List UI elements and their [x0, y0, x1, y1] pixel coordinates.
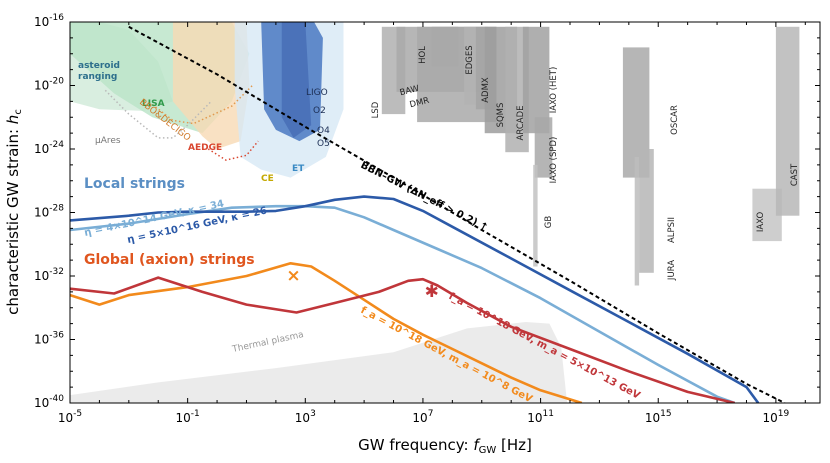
experiment-cast: [775, 26, 800, 216]
label-asteroid-ranging: asteroid: [78, 61, 120, 71]
label-experiment-dmr: DMR: [409, 96, 431, 111]
region-aedge: [172, 22, 250, 149]
label-local-strings: Local strings: [84, 176, 185, 192]
series-bbn-gw: [128, 25, 786, 403]
experiment-jura: [639, 149, 654, 273]
label-experiment-oscar: OSCAR: [670, 105, 680, 135]
label-experiment-baw: BAW: [399, 84, 421, 99]
experiment-alpsii: [634, 156, 640, 286]
label-ligo: LIGO: [306, 88, 328, 98]
label-aedge: AEDGE: [188, 143, 222, 153]
label-experiment-arcade: ARCADE: [516, 106, 526, 141]
region-ligo-o5: [281, 22, 312, 138]
marker-asterisk: ✱: [425, 282, 439, 302]
label-et: ET: [292, 164, 305, 174]
sensitivity-regions: [70, 22, 568, 403]
label-experiment-lsd: LSD: [371, 101, 381, 118]
label-ce: CE: [261, 174, 274, 184]
label-experiment-hol: HOL: [418, 46, 428, 64]
x-axis-label: GW frequency: fGW [Hz]: [358, 436, 532, 456]
label-asteroid-ranging-2: ranging: [78, 72, 117, 82]
label-experiment-sqms: SQMS: [496, 103, 506, 128]
y-axis-label: characteristic GW strain: hc: [4, 109, 24, 315]
region-thermal-plasma: [70, 322, 568, 403]
label-experiment-admx: ADMX: [481, 77, 491, 103]
experiment-edges: [464, 26, 476, 105]
series-f-a-10-18-gev-m-a-5-10-13-gev: [70, 276, 735, 403]
label-experiment-gb: GB: [544, 216, 554, 229]
series-5-10-16-gev-26: [70, 195, 760, 403]
label-muares: μAres: [95, 136, 121, 146]
haloscope-experiments: [381, 26, 800, 286]
spectra-curves: [70, 25, 786, 403]
peak-markers: ×✱: [286, 266, 439, 302]
label-experiment-iaxo: IAXO: [756, 212, 766, 233]
label-experiment-alpsii: ALPSII: [667, 217, 677, 243]
series-f-a-10-18-gev-m-a-10-8-gev: [70, 262, 583, 403]
series-4-10-14-gev-34: [70, 204, 736, 403]
label-experiment-iaxo-het: IAXO (HET): [549, 67, 559, 114]
experiment-iaxo-spd: [534, 117, 553, 178]
label-o4: O4: [317, 126, 330, 136]
label-o2: O2: [313, 106, 326, 116]
label-experiment-iaxo-spd: IAXO (SPD): [549, 137, 559, 184]
experiment-gb: [533, 164, 538, 267]
label-experiment-cast: CAST: [790, 163, 800, 186]
label-experiment-edges: EDGES: [465, 45, 475, 74]
label-experiment-jura: JURA: [667, 260, 677, 281]
marker-cross: ×: [286, 266, 300, 286]
label-lisa: LISA: [142, 99, 165, 109]
label-o5: O5: [317, 139, 330, 149]
label-global-strings: Global (axion) strings: [84, 252, 255, 268]
experiment-iaxo-het: [522, 26, 550, 134]
bbo-decigo-sensitivity: [151, 84, 253, 125]
